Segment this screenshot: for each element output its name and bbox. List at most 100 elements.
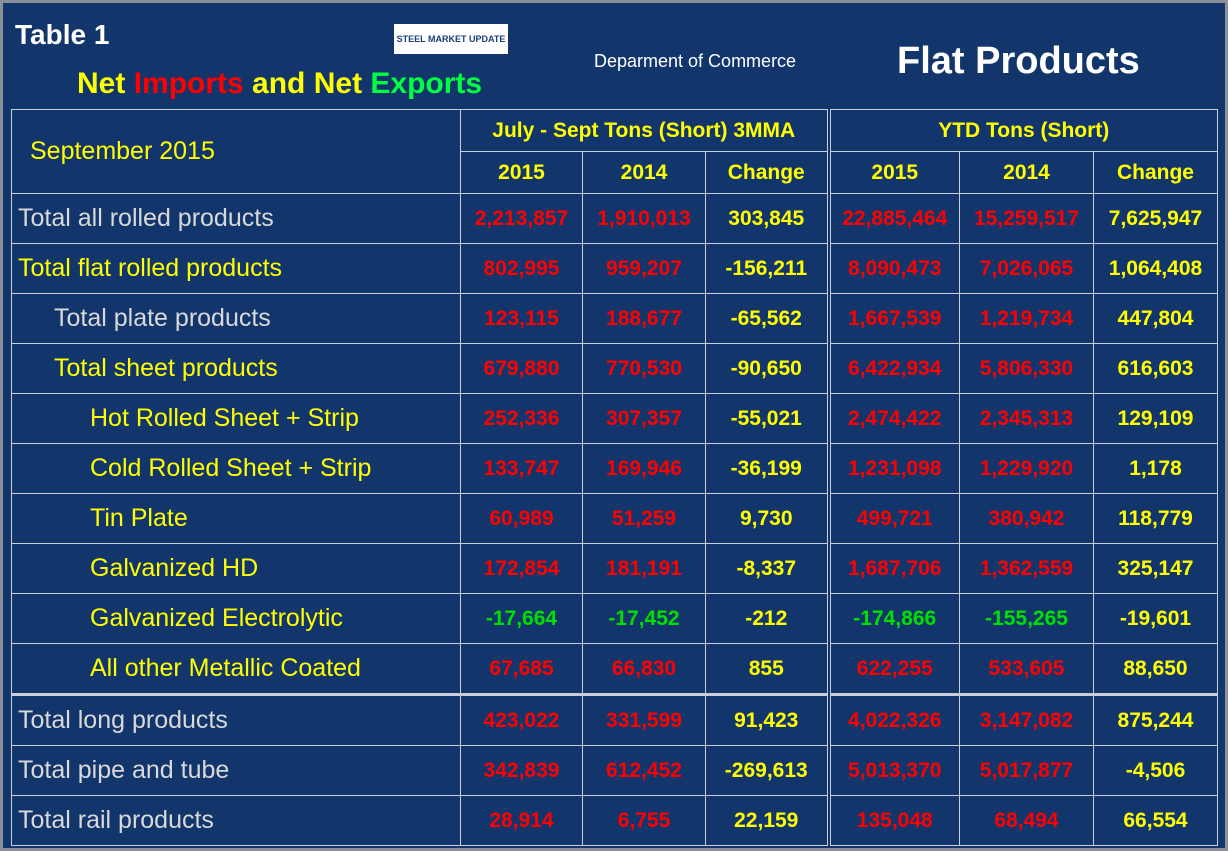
cell-value: 169,946	[582, 443, 706, 494]
cell-value: 2,345,313	[959, 393, 1094, 444]
row-label: Galvanized HD	[11, 543, 461, 594]
table-row: Tin Plate 60,989 51,259 9,730 499,721 380,942…	[11, 493, 1218, 544]
column-header: Change	[1093, 151, 1218, 194]
row-label: Total rail products	[11, 795, 461, 846]
cell-value: 22,159	[705, 795, 829, 846]
column-header: 2015	[460, 151, 583, 194]
cell-value: 181,191	[582, 543, 706, 594]
title-part: Imports	[133, 67, 244, 100]
cell-value: 66,554	[1093, 795, 1218, 846]
cell-value: 533,605	[959, 643, 1094, 695]
period: September 2015	[11, 109, 461, 194]
cell-value: 875,244	[1093, 693, 1218, 746]
row-label: Total plate products	[11, 293, 461, 344]
cell-value: -36,199	[705, 443, 829, 494]
table-row: Total all rolled products 2,213,857 1,910,…	[11, 193, 1218, 244]
cell-value: -212	[705, 593, 829, 644]
row-label: Total pipe and tube	[11, 745, 461, 796]
table-row: September 2015 July - Sept Tons (Short) 3…	[11, 109, 1218, 194]
table-row: Total flat rolled products 802,995 959,207…	[11, 243, 1218, 294]
cell-value: 342,839	[460, 745, 583, 796]
cell-value: 88,650	[1093, 643, 1218, 695]
cell-value: 68,494	[959, 795, 1094, 846]
cell-value: 5,017,877	[959, 745, 1094, 796]
cell-value: 67,685	[460, 643, 583, 695]
cell-value: 51,259	[582, 493, 706, 544]
group-header: July - Sept Tons (Short) 3MMA	[460, 109, 829, 152]
cell-value: 5,806,330	[959, 343, 1094, 394]
cell-value: -19,601	[1093, 593, 1218, 644]
group-header: YTD Tons (Short)	[826, 109, 1218, 152]
cell-value: 22,885,464	[826, 193, 960, 244]
row-label: Total flat rolled products	[11, 243, 461, 294]
cell-value: 133,747	[460, 443, 583, 494]
cell-value: 325,147	[1093, 543, 1218, 594]
table-row: Total rail products 28,914 6,755 22,159 135,…	[11, 795, 1218, 846]
cell-value: 9,730	[705, 493, 829, 544]
cell-value: -269,613	[705, 745, 829, 796]
cell-value: -17,452	[582, 593, 706, 644]
cell-value: 7,026,065	[959, 243, 1094, 294]
cell-value: 60,989	[460, 493, 583, 544]
row-label: Cold Rolled Sheet + Strip	[11, 443, 461, 494]
row-label: Total all rolled products	[11, 193, 461, 244]
table-row: Cold Rolled Sheet + Strip 133,747 169,946-…	[11, 443, 1218, 494]
cell-value: -4,506	[1093, 745, 1218, 796]
cell-value: 6,755	[582, 795, 706, 846]
row-label: Total long products	[11, 693, 461, 746]
cell-value: 2,474,422	[826, 393, 960, 444]
cell-value: 1,229,920	[959, 443, 1094, 494]
cell-value: 959,207	[582, 243, 706, 294]
cell-value: -55,021	[705, 393, 829, 444]
cell-value: 622,255	[826, 643, 960, 695]
cell-value: 6,422,934	[826, 343, 960, 394]
table-row: Total sheet products 679,880 770,530 -90,65…	[11, 343, 1218, 394]
cell-value: -8,337	[705, 543, 829, 594]
cell-value: 91,423	[705, 693, 829, 746]
cell-value: 499,721	[826, 493, 960, 544]
cell-value: 118,779	[1093, 493, 1218, 544]
cell-value: -17,664	[460, 593, 583, 644]
cell-value: 423,022	[460, 693, 583, 746]
cell-value: -65,562	[705, 293, 829, 344]
table-row: Total pipe and tube 342,839 612,452 -269,61…	[11, 745, 1218, 796]
cell-value: 307,357	[582, 393, 706, 444]
source: Deparment of Commerce	[594, 51, 797, 71]
table-row: Galvanized HD 172,854 181,191 -8,337 1,687,7…	[11, 543, 1218, 594]
row-label: Hot Rolled Sheet + Strip	[11, 393, 461, 444]
row-label: All other Metallic Coated	[11, 643, 461, 695]
column-header: 2015	[826, 151, 960, 194]
table-row: 2015 2014 Change 2015 2014 Change	[12, 151, 1218, 194]
table-label: Table 1	[15, 19, 110, 50]
title: Net Imports and Net Exports	[77, 67, 482, 101]
cell-value: 1,362,559	[959, 543, 1094, 594]
cell-value: -156,211	[705, 243, 829, 294]
cell-value: 252,336	[460, 393, 583, 444]
title-part: Exports	[370, 67, 483, 100]
cell-value: 770,530	[582, 343, 706, 394]
cell-value: 1,178	[1093, 443, 1218, 494]
cell-value: -90,650	[705, 343, 829, 394]
table-row: All other Metallic Coated 67,685 66,830 855…	[11, 643, 1218, 695]
cell-value: 380,942	[959, 493, 1094, 544]
cell-value: 1,667,539	[826, 293, 960, 344]
cell-value: 616,603	[1093, 343, 1218, 394]
row-label: Galvanized Electrolytic	[11, 593, 461, 644]
cell-value: 1,064,408	[1093, 243, 1218, 294]
cell-value: 612,452	[582, 745, 706, 796]
cell-value: 447,804	[1093, 293, 1218, 344]
table-row: Total plate products 123,115 188,677 -65,56…	[11, 293, 1218, 344]
cell-value: 1,687,706	[826, 543, 960, 594]
product: Flat Products	[897, 40, 1140, 82]
cell-value: -155,265	[959, 593, 1094, 644]
cell-value: 8,090,473	[826, 243, 960, 294]
cell-value: 3,147,082	[959, 693, 1094, 746]
cell-value: 4,022,326	[826, 693, 960, 746]
cell-value: 7,625,947	[1093, 193, 1218, 244]
cell-value: 135,048	[826, 795, 960, 846]
cell-value: 66,830	[582, 643, 706, 695]
row-label: Total sheet products	[11, 343, 461, 394]
cell-value: 1,231,098	[826, 443, 960, 494]
